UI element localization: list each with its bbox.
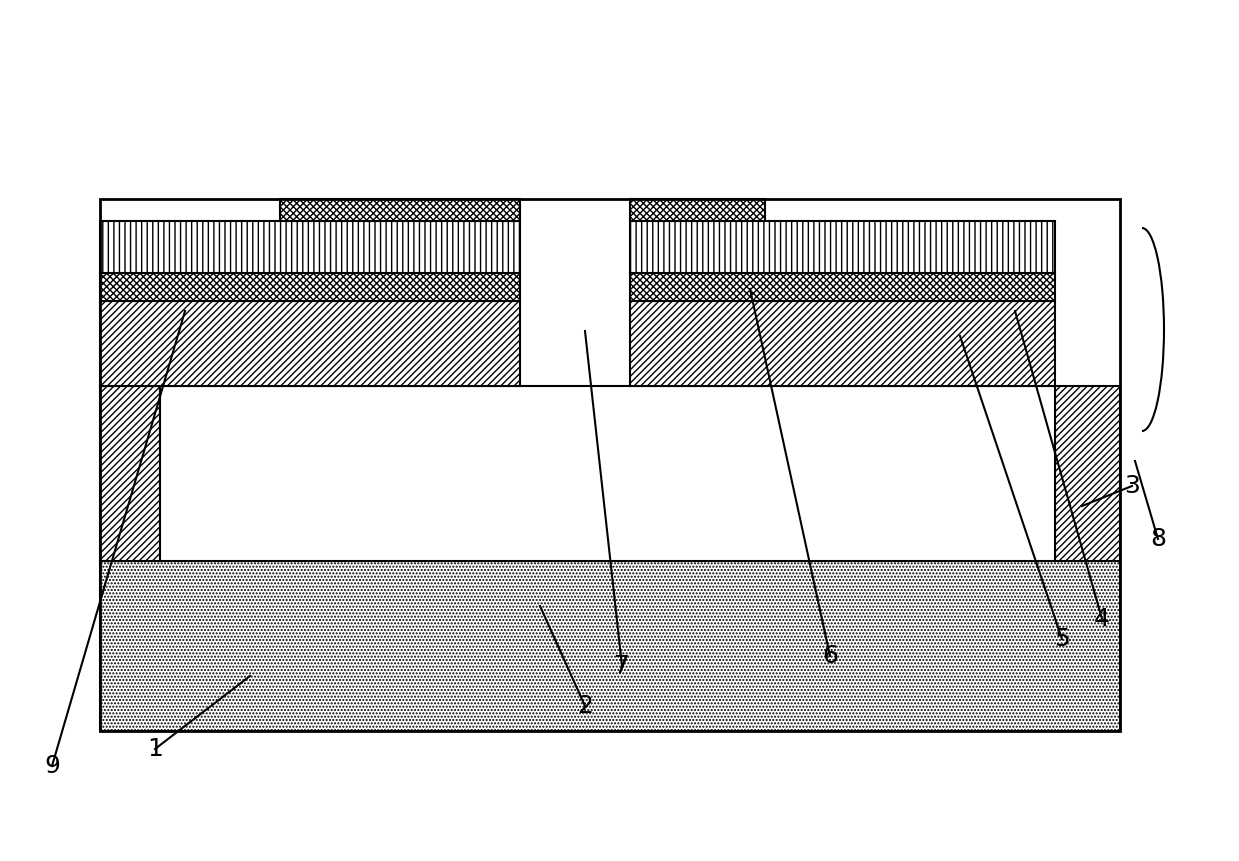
Text: 2: 2 xyxy=(577,694,593,718)
Text: 7: 7 xyxy=(615,654,629,678)
Bar xyxy=(100,561,1120,731)
Text: 1: 1 xyxy=(147,737,164,761)
Text: 6: 6 xyxy=(821,644,838,668)
Bar xyxy=(1054,386,1120,561)
Bar xyxy=(100,199,1120,731)
Text: 9: 9 xyxy=(45,754,59,778)
Bar xyxy=(629,221,1054,273)
Text: 4: 4 xyxy=(1094,607,1110,631)
Text: 3: 3 xyxy=(1124,474,1140,498)
Bar xyxy=(629,273,1054,301)
Bar xyxy=(100,386,160,561)
Bar xyxy=(160,386,1054,561)
Bar xyxy=(100,301,520,386)
Bar xyxy=(280,199,520,221)
Text: 8: 8 xyxy=(1150,527,1166,551)
Text: 5: 5 xyxy=(1054,627,1069,651)
Bar xyxy=(629,301,1054,386)
Bar xyxy=(629,199,764,221)
Bar xyxy=(100,273,520,301)
Bar xyxy=(100,221,520,273)
